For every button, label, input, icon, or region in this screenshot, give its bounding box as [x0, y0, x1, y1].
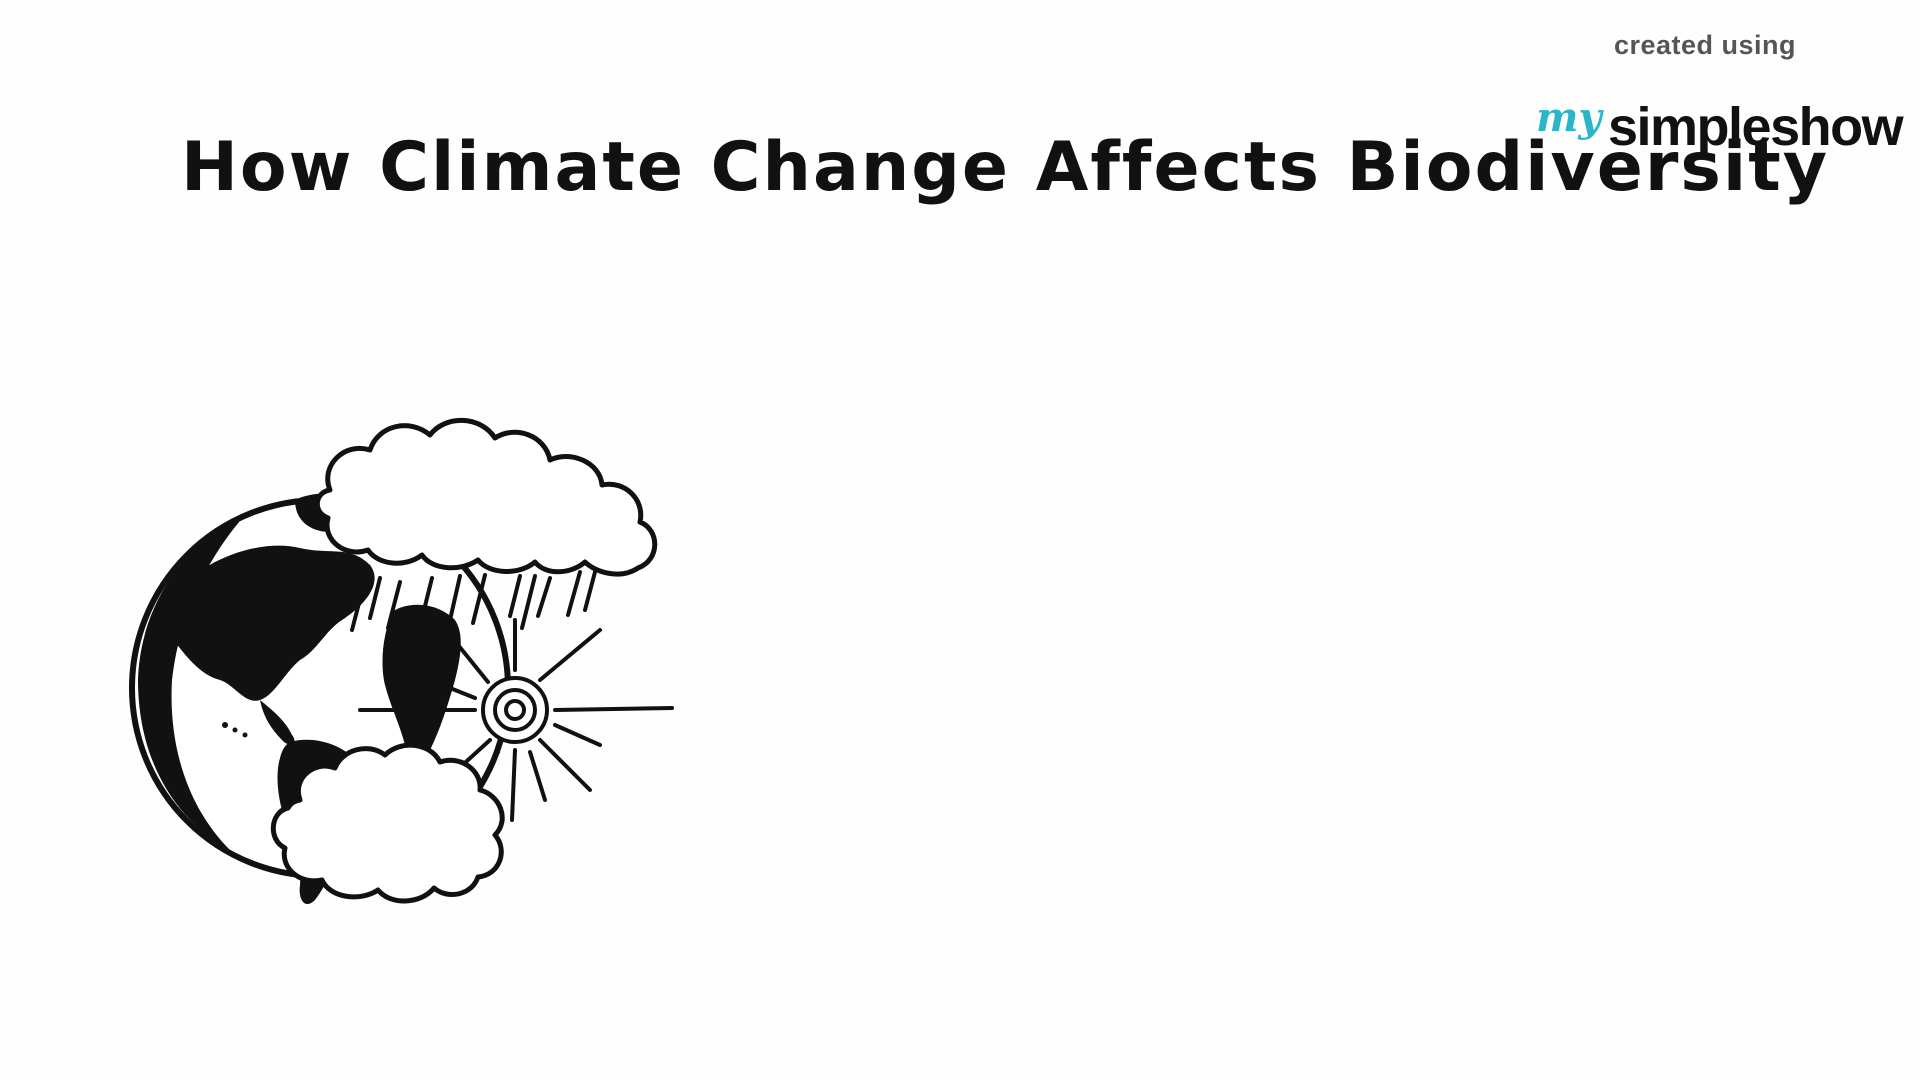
slide-title: How Climate Change Affects Biodiversity — [180, 128, 1830, 207]
cloud-icon — [270, 742, 505, 904]
sun-icon — [358, 618, 674, 822]
rain-icon — [336, 570, 597, 632]
watermark-created-label: created using — [1613, 30, 1796, 60]
simpleshow-watermark: created using my simpleshow — [1536, 28, 1904, 157]
logo-brand: simpleshow — [1608, 97, 1904, 157]
logo-prefix: my — [1536, 94, 1602, 141]
earth-weather-icon — [129, 417, 674, 905]
rain-clouds-icon — [314, 417, 658, 577]
simpleshow-logo: my simpleshow — [1536, 58, 1904, 157]
